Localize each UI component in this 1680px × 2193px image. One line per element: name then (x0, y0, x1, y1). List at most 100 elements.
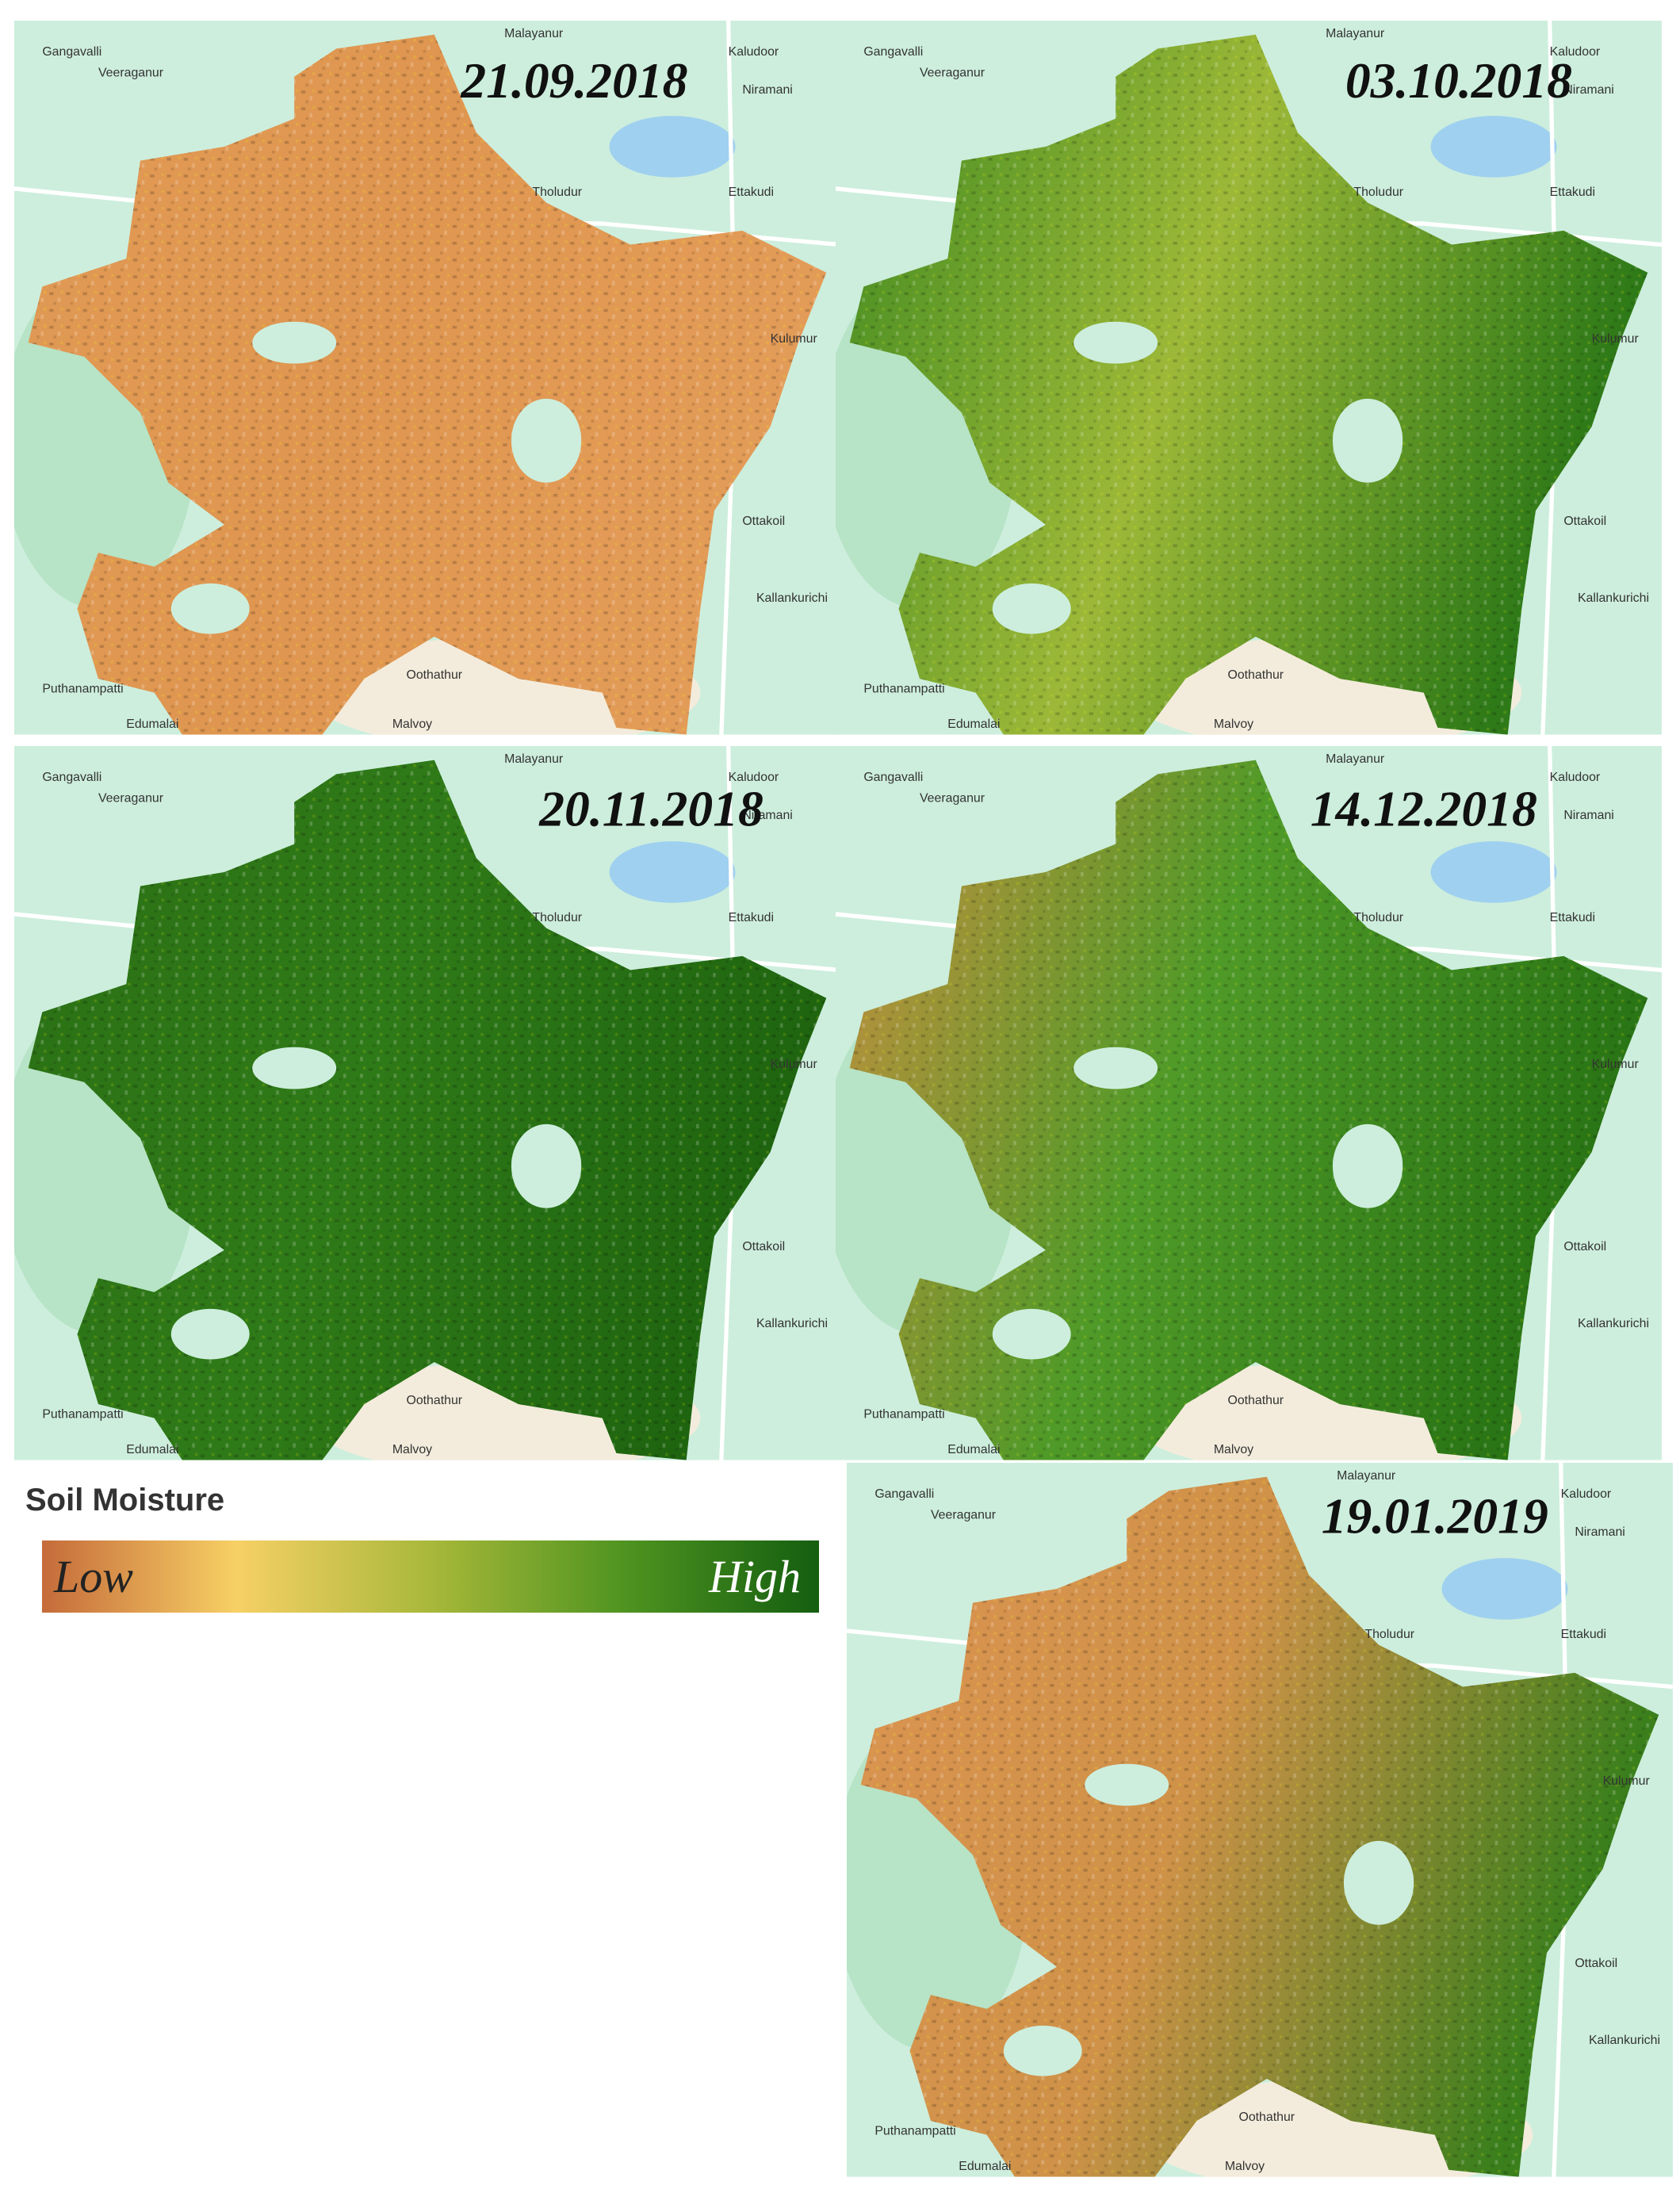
gap (1343, 1840, 1414, 1925)
legend-title: Soil Moisture (25, 1483, 224, 1517)
place-label: Tholudur (1364, 1628, 1414, 1641)
place-label: Kaludoor (729, 45, 779, 59)
map-panels: Malayanur Gangavalli Veeraganur Kaludoor Nir… (14, 21, 1673, 2177)
gap (252, 1047, 337, 1089)
place-label: Tholudur (532, 911, 582, 924)
place-label: Niramani (742, 809, 793, 822)
moisture-texture (860, 1476, 1659, 2177)
panel-date: 19.01.2019 (1322, 1487, 1548, 1544)
panel-date: 20.11.2018 (538, 781, 763, 837)
place-label: Kulumur (1592, 332, 1640, 346)
place-label: Kallankurichi (756, 1317, 828, 1330)
place-label: Edumalai (959, 2160, 1011, 2173)
place-label: Veeraganur (931, 1509, 997, 1522)
place-label: Malayanur (1337, 1469, 1396, 1483)
panel-date: 21.09.2018 (460, 52, 687, 109)
place-label: Tholudur (1353, 911, 1403, 924)
place-label: Ettakudi (729, 186, 774, 199)
place-label: Veeraganur (920, 67, 985, 80)
place-label: Edumalai (126, 718, 178, 731)
place-label: Tholudur (1353, 186, 1403, 199)
gap (1332, 1123, 1403, 1208)
panel-date: 14.12.2018 (1311, 781, 1537, 837)
place-label: Kaludoor (1561, 1487, 1612, 1501)
place-label: Gangavalli (863, 771, 923, 784)
place-label: Ottakoil (1563, 515, 1606, 528)
gap (1332, 398, 1403, 483)
place-label: Malayanur (504, 27, 564, 40)
place-label: Ottakoil (1563, 1240, 1606, 1253)
place-label: Niramani (1563, 83, 1614, 97)
gap (1073, 1047, 1158, 1089)
place-label: Kallankurichi (1589, 2034, 1660, 2047)
gap (1085, 1763, 1169, 1806)
legend-high: High (708, 1551, 801, 1602)
place-label: Malvoy (1225, 2160, 1265, 2173)
place-label: Malayanur (504, 752, 564, 766)
place-label: Ottakoil (1575, 1957, 1617, 1970)
place-label: Edumalai (126, 1443, 178, 1456)
gap (511, 398, 582, 483)
place-label: Kallankurichi (1578, 1317, 1649, 1330)
gap (1073, 321, 1158, 364)
moisture-texture (849, 34, 1648, 735)
place-label: Puthanampatti (42, 683, 123, 696)
place-label: Gangavalli (874, 1487, 934, 1501)
place-label: Tholudur (532, 186, 582, 199)
place-label: Malvoy (392, 1443, 432, 1456)
place-label: Oothathur (1227, 668, 1284, 682)
gap (170, 1308, 250, 1360)
moisture-texture (28, 34, 827, 735)
moisture-texture (28, 760, 827, 1460)
place-label: Niramani (1563, 809, 1614, 822)
lake (1441, 1558, 1568, 1620)
place-label: Kaludoor (1550, 45, 1601, 59)
place-label: Oothathur (406, 668, 462, 682)
map-content: Malayanur Gangavalli Veeraganur Kaludoor Nir… (836, 21, 1662, 735)
place-label: Kulumur (771, 332, 818, 346)
map-panel: Malayanur Gangavalli Veeraganur Kaludoor Nir… (14, 746, 840, 1460)
place-label: Niramani (742, 83, 793, 97)
place-label: Malayanur (1326, 752, 1385, 766)
gap (992, 583, 1071, 634)
map-panel: Malayanur Gangavalli Veeraganur Kaludoor Nir… (836, 21, 1662, 735)
place-label: Veeraganur (98, 792, 164, 806)
gap (992, 1308, 1071, 1360)
lake (1430, 841, 1557, 903)
place-label: Gangavalli (42, 771, 101, 784)
place-label: Edumalai (947, 718, 1000, 731)
gap (170, 583, 250, 634)
gap (511, 1123, 582, 1208)
place-label: Kallankurichi (1578, 591, 1649, 605)
place-label: Niramani (1575, 1525, 1625, 1539)
place-label: Oothathur (406, 1394, 462, 1407)
place-label: Malayanur (1326, 27, 1385, 40)
place-label: Puthanampatti (874, 2125, 955, 2138)
place-label: Veeraganur (920, 792, 985, 806)
gap (252, 321, 337, 364)
legend: Soil Moisture Low High (25, 1483, 819, 1613)
place-label: Veeraganur (98, 67, 164, 80)
place-label: Kaludoor (1550, 771, 1601, 784)
place-label: Kulumur (1603, 1774, 1651, 1788)
place-label: Malvoy (1214, 718, 1253, 731)
map-content: Malayanur Gangavalli Veeraganur Kaludoor Nir… (847, 1463, 1673, 2177)
panel-date: 03.10.2018 (1345, 52, 1572, 109)
legend-bar (42, 1540, 819, 1613)
place-label: Ettakudi (1550, 911, 1595, 924)
place-label: Malvoy (392, 718, 432, 731)
map-content: Malayanur Gangavalli Veeraganur Kaludoor Nir… (836, 746, 1662, 1460)
map-panel: Malayanur Gangavalli Veeraganur Kaludoor Nir… (14, 21, 840, 735)
place-label: Oothathur (1227, 1394, 1284, 1407)
place-label: Gangavalli (42, 45, 101, 59)
place-label: Kallankurichi (756, 591, 828, 605)
place-label: Ottakoil (742, 515, 785, 528)
place-label: Puthanampatti (863, 683, 944, 696)
map-panel: Malayanur Gangavalli Veeraganur Kaludoor Nir… (836, 746, 1662, 1460)
lake (1430, 116, 1557, 178)
place-label: Ottakoil (742, 1240, 785, 1253)
place-label: Kulumur (771, 1058, 818, 1071)
legend-low: Low (53, 1551, 133, 1602)
place-label: Kulumur (1592, 1058, 1640, 1071)
